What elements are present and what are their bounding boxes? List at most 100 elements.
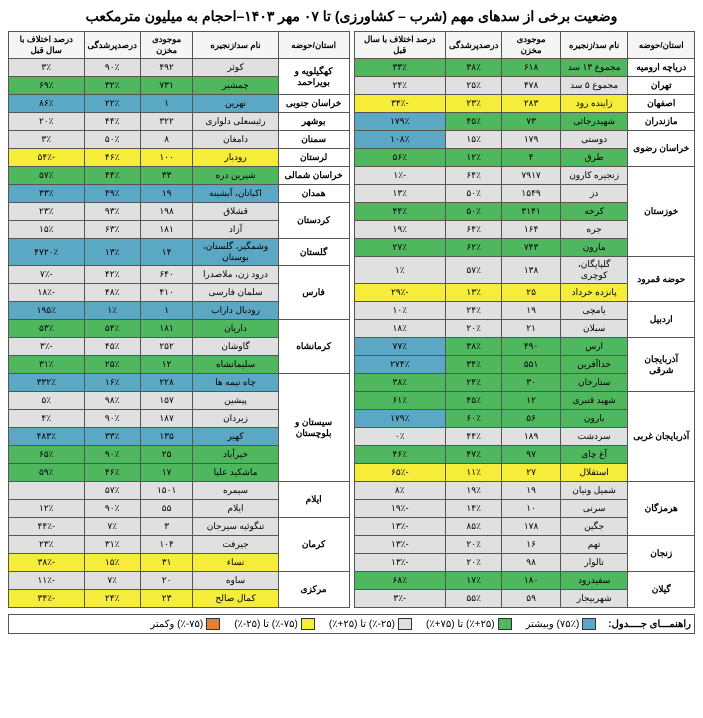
dam-name: پیشین bbox=[193, 392, 278, 410]
fill-cell: ۳۸٪ bbox=[446, 59, 502, 77]
fill-cell: ۴۲٪ bbox=[84, 266, 140, 284]
dam-name: رودبار bbox=[193, 149, 278, 167]
fill-cell: ۱٪ bbox=[84, 302, 140, 320]
province-cell: آذربایجان شرقی bbox=[628, 338, 695, 392]
province-cell: سیستان و بلوچستان bbox=[278, 374, 349, 482]
dam-name: گاوشان bbox=[193, 338, 278, 356]
province-cell: حوضه قمرود bbox=[628, 257, 695, 302]
col-volume: موجودی مخزن bbox=[502, 32, 560, 59]
dam-name: گلپایگان، کوچری bbox=[560, 257, 628, 284]
fill-cell: ۴۵٪ bbox=[446, 392, 502, 410]
fill-cell: ۲۵٪ bbox=[84, 356, 140, 374]
volume-cell: ۱۹ bbox=[502, 482, 560, 500]
diff-cell: ۳٪ bbox=[9, 59, 85, 77]
diff-cell: ۴٪ bbox=[9, 410, 85, 428]
volume-cell: ۲۵ bbox=[502, 284, 560, 302]
table-row: لرستانرودبار۱۰۰۴۶٪-۵۴٪ bbox=[9, 149, 350, 167]
table-row: هرمزگانشمیل ونیان۱۹۱۹٪۸٪ bbox=[354, 482, 695, 500]
province-cell: مازندران bbox=[628, 113, 695, 131]
diff-cell: ۱۲٪ bbox=[9, 500, 85, 518]
dam-name: شهید قنبری bbox=[560, 392, 628, 410]
volume-cell: ۶۱۸ bbox=[502, 59, 560, 77]
volume-cell: ۱۳۸ bbox=[502, 257, 560, 284]
table-row: سمناندامغان۸۵۰٪۳٪ bbox=[9, 131, 350, 149]
diff-cell: -۱۱٪ bbox=[9, 572, 85, 590]
fill-cell: ۱۳٪ bbox=[84, 239, 140, 266]
dam-name: رودبال داراب bbox=[193, 302, 278, 320]
diff-cell: ۵۷٪ bbox=[9, 167, 85, 185]
diff-cell: ۱۰٪ bbox=[354, 302, 446, 320]
diff-cell: -۱٪ bbox=[354, 167, 446, 185]
col-diff: درصد اختلاف با سال قبل bbox=[9, 32, 85, 59]
fill-cell: ۳۱٪ bbox=[84, 536, 140, 554]
province-cell: بوشهر bbox=[278, 113, 349, 131]
province-cell: اردبیل bbox=[628, 302, 695, 338]
volume-cell: ۱۸۰ bbox=[502, 572, 560, 590]
fill-cell: ۵۰٪ bbox=[84, 131, 140, 149]
fill-cell: ۱۲٪ bbox=[446, 149, 502, 167]
legend-text: (۷۵-٪) تا (۲۵-٪) bbox=[234, 619, 298, 630]
dam-name: ساوه bbox=[193, 572, 278, 590]
volume-cell: ۱۸۷ bbox=[140, 410, 193, 428]
fill-cell: ۶۲٪ bbox=[446, 239, 502, 257]
volume-cell: ۶۴۰ bbox=[140, 266, 193, 284]
table-row: دریاچه ارومیهمجموع ۱۳ سد۶۱۸۳۸٪۳۳٪ bbox=[354, 59, 695, 77]
diff-cell: -۳٪ bbox=[354, 590, 446, 608]
volume-cell: ۹۸ bbox=[502, 554, 560, 572]
fill-cell: ۴۹٪ bbox=[84, 185, 140, 203]
province-cell: تهران bbox=[628, 77, 695, 95]
fill-cell: ۲۰٪ bbox=[446, 536, 502, 554]
province-cell: دریاچه ارومیه bbox=[628, 59, 695, 77]
volume-cell: ۱ bbox=[140, 95, 193, 113]
dam-name: سبلان bbox=[560, 320, 628, 338]
volume-cell: ۱۸۱ bbox=[140, 221, 193, 239]
table-row: فارسدرود زن، ملاصدرا۶۴۰۴۲٪-۷٪ bbox=[9, 266, 350, 284]
diff-cell: ۲۷٪ bbox=[354, 239, 446, 257]
fill-cell: ۱۱٪ bbox=[446, 464, 502, 482]
fill-cell: ۳۳٪ bbox=[84, 428, 140, 446]
province-cell: فارس bbox=[278, 266, 349, 320]
dam-name: یامچی bbox=[560, 302, 628, 320]
province-cell: گیلان bbox=[628, 572, 695, 608]
dam-name: ایلام bbox=[193, 500, 278, 518]
diff-cell: ۱۳٪ bbox=[354, 185, 446, 203]
table-row: کرمانشاهداریان۱۸۱۵۴٪۵۳٪ bbox=[9, 320, 350, 338]
table-row: ایلامسیمره۱۵۰۱۵۷٪ bbox=[9, 482, 350, 500]
province-cell: زنجان bbox=[628, 536, 695, 572]
dam-name: کهیر bbox=[193, 428, 278, 446]
province-cell: خراسان رضوی bbox=[628, 131, 695, 167]
dam-name: شهربیجار bbox=[560, 590, 628, 608]
volume-cell: ۲۵ bbox=[140, 446, 193, 464]
dam-name: چاه نیمه ها bbox=[193, 374, 278, 392]
diff-cell: -۳۴٪ bbox=[354, 95, 446, 113]
left-table: استان/حوضه نام سد/زنجیره موجودی مخزن درص… bbox=[8, 31, 350, 608]
dam-name: ماشکید علیا bbox=[193, 464, 278, 482]
diff-cell: ۳۳۲٪ bbox=[9, 374, 85, 392]
fill-cell: ۹۰٪ bbox=[84, 446, 140, 464]
volume-cell: ۲۵۲ bbox=[140, 338, 193, 356]
fill-cell: ۹۰٪ bbox=[84, 500, 140, 518]
diff-cell: ۲۴٪ bbox=[354, 77, 446, 95]
table-row: زنجانتهم۱۶۲۰٪-۱۳٪ bbox=[354, 536, 695, 554]
dam-name: کوثر bbox=[193, 59, 278, 77]
province-cell: کرمانشاه bbox=[278, 320, 349, 374]
dam-name: شهیدرجائی bbox=[560, 113, 628, 131]
dam-name: طرق bbox=[560, 149, 628, 167]
table-row: خراسان جنوبینهرین۱۲۲٪۸۶٪ bbox=[9, 95, 350, 113]
legend-text: (۲۵+٪) تا (۷۵+٪) bbox=[426, 619, 495, 630]
table-row: خوزستانزنجیره کارون۷۹۱۷۶۴٪-۱٪ bbox=[354, 167, 695, 185]
fill-cell: ۵۵٪ bbox=[446, 590, 502, 608]
fill-cell: ۲۰٪ bbox=[446, 554, 502, 572]
diff-cell: ۶۱٪ bbox=[354, 392, 446, 410]
volume-cell: ۳۱ bbox=[140, 554, 193, 572]
province-cell: هرمزگان bbox=[628, 482, 695, 536]
volume-cell: ۵۵۱ bbox=[502, 356, 560, 374]
volume-cell: ۲۷ bbox=[502, 464, 560, 482]
dam-name: شمیل ونیان bbox=[560, 482, 628, 500]
volume-cell: ۲۲۸ bbox=[140, 374, 193, 392]
fill-cell: ۵۰٪ bbox=[446, 203, 502, 221]
volume-cell: ۵۶ bbox=[502, 410, 560, 428]
diff-cell: ۱۰۸٪ bbox=[354, 131, 446, 149]
diff-cell: ۸٪ bbox=[354, 482, 446, 500]
volume-cell: ۱۶۴ bbox=[502, 221, 560, 239]
